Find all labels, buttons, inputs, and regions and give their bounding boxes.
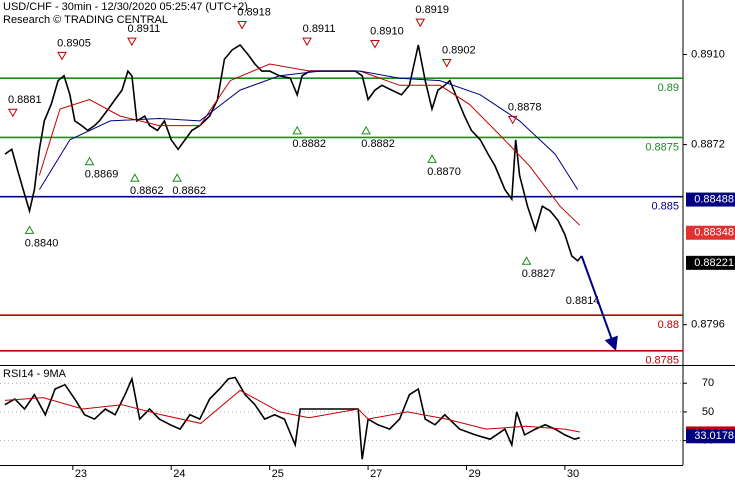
low-marker <box>172 173 183 182</box>
forecast-arrow <box>580 255 618 352</box>
high-marker <box>7 108 18 118</box>
target-label: 0.8814 <box>566 295 600 307</box>
low-marker <box>361 125 371 135</box>
x-tick-label: 24 <box>173 468 185 480</box>
level-label: 0.885 <box>651 201 679 213</box>
rsi-title: RSI14 - 9MA <box>3 368 67 380</box>
high-label: 0.8911 <box>303 23 336 35</box>
high-marker <box>415 18 426 28</box>
low-label: 0.8862 <box>172 185 206 197</box>
y-tick-label: 70 <box>702 377 714 389</box>
high-label: 0.8919 <box>415 4 449 16</box>
y-tick-label: 0.8796 <box>691 319 725 331</box>
series-line <box>38 63 581 226</box>
series-line <box>4 43 583 262</box>
high-label: 0.8911 <box>127 23 160 35</box>
high-label: 0.8905 <box>57 37 91 49</box>
x-tick-label: 23 <box>75 468 87 480</box>
x-tick-label: 29 <box>468 468 480 480</box>
series-line <box>38 70 579 190</box>
series-line <box>4 376 580 460</box>
low-label: 0.8862 <box>130 185 164 197</box>
chart-subtitle: Research © TRADING CENTRAL <box>3 14 168 26</box>
level-label: 0.8785 <box>645 355 679 367</box>
high-marker <box>57 51 67 61</box>
low-label: 0.8870 <box>427 166 461 178</box>
low-label: 0.8840 <box>25 237 59 249</box>
x-tick-label: 27 <box>370 468 382 480</box>
low-marker <box>129 173 140 182</box>
level-label: 0.88 <box>658 319 679 331</box>
price-marker <box>686 192 735 207</box>
low-marker <box>84 156 95 166</box>
high-label: 0.8910 <box>370 25 404 37</box>
low-marker <box>24 225 35 234</box>
price-marker <box>686 255 735 270</box>
high-marker <box>507 115 518 125</box>
price-marker <box>686 429 735 444</box>
chart-title: USD/CHF - 30min - 12/30/2020 05:25:47 (U… <box>3 1 248 13</box>
low-marker <box>427 154 437 163</box>
x-tick-label: 25 <box>272 468 284 480</box>
series-line <box>4 389 580 433</box>
price-marker-label: 0.88221 <box>694 257 734 269</box>
high-marker <box>127 37 137 47</box>
high-label: 0.8878 <box>508 101 542 113</box>
price-marker <box>686 225 735 240</box>
price-marker-label: 33.0178 <box>694 430 734 442</box>
y-tick-label: 50 <box>702 406 714 418</box>
y-tick-label: 0.8910 <box>691 48 725 60</box>
high-marker <box>441 58 452 68</box>
low-label: 0.8882 <box>361 138 395 150</box>
x-tick-label: 30 <box>567 468 579 480</box>
low-label: 0.8827 <box>522 268 556 280</box>
level-label: 0.8875 <box>645 141 679 153</box>
high-label: 0.8902 <box>442 44 476 56</box>
high-label: 0.8918 <box>237 6 271 18</box>
price-marker-label: 0.88488 <box>694 193 734 205</box>
high-marker <box>302 37 312 47</box>
low-label: 0.8882 <box>292 138 326 150</box>
high-label: 0.8881 <box>8 94 42 106</box>
level-label: 0.89 <box>658 82 679 94</box>
low-label: 0.8869 <box>85 169 119 181</box>
low-marker <box>292 125 303 135</box>
low-marker <box>521 256 532 265</box>
high-marker <box>370 40 380 49</box>
y-tick-label: 0.8872 <box>691 138 725 150</box>
price-marker-label: 0.88348 <box>694 227 734 239</box>
high-marker <box>237 21 247 30</box>
